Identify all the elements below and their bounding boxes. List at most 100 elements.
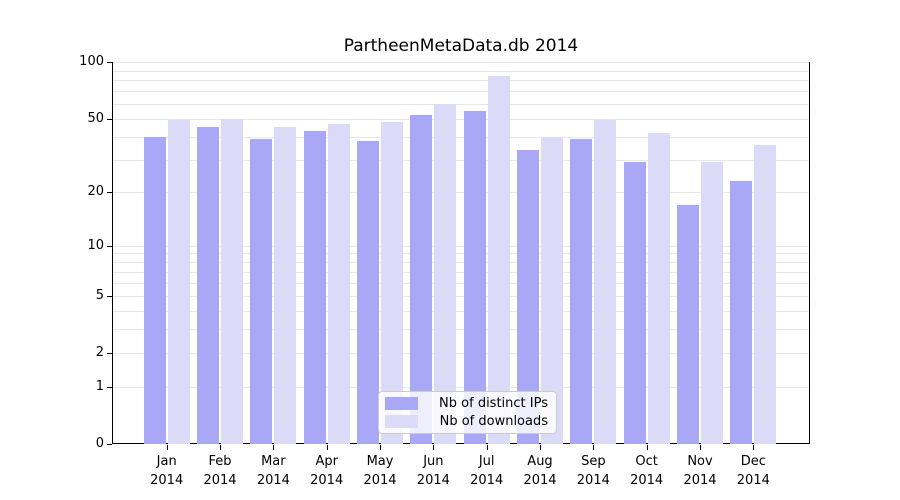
x-tick-label-mar: Mar 2014 bbox=[243, 452, 303, 490]
gridline-2 bbox=[113, 353, 809, 355]
year-label: 2014 bbox=[683, 473, 717, 488]
legend: Nb of distinct IPs Nb of downloads bbox=[378, 391, 557, 434]
bar-jul-nb-of-distinct-ips bbox=[463, 110, 486, 444]
month-label: Feb bbox=[208, 454, 232, 469]
chart-title: PartheenMetaData.db 2014 bbox=[343, 36, 579, 56]
bar-jul-nb-of-downloads bbox=[487, 76, 510, 444]
y-tick-label-100: 100 bbox=[79, 54, 104, 69]
bar-apr-nb-of-downloads bbox=[327, 123, 350, 444]
year-label: 2014 bbox=[363, 473, 397, 488]
gridline-90 bbox=[113, 70, 809, 72]
gridline-6 bbox=[113, 282, 809, 284]
bar-feb-nb-of-distinct-ips bbox=[197, 127, 220, 444]
year-label: 2014 bbox=[416, 473, 450, 488]
year-label: 2014 bbox=[470, 473, 504, 488]
x-tick-feb bbox=[220, 445, 222, 450]
gridline-70 bbox=[113, 91, 809, 93]
gridline-40 bbox=[113, 136, 809, 138]
month-label: Apr bbox=[315, 454, 338, 469]
bar-nov-nb-of-downloads bbox=[701, 162, 723, 444]
bar-sep-nb-of-distinct-ips bbox=[570, 138, 593, 444]
month-label: Jul bbox=[478, 454, 495, 469]
x-tick-label-jun: Jun 2014 bbox=[403, 452, 463, 490]
month-label: Mar bbox=[261, 454, 286, 469]
year-label: 2014 bbox=[150, 473, 184, 488]
year-label: 2014 bbox=[256, 473, 290, 488]
gridline-4 bbox=[113, 310, 809, 312]
y-tick-2 bbox=[107, 353, 112, 355]
bar-jan-nb-of-downloads bbox=[167, 120, 190, 444]
bar-oct-nb-of-distinct-ips bbox=[623, 162, 646, 444]
bar-aug-nb-of-downloads bbox=[541, 136, 563, 444]
x-tick-label-sep: Sep 2014 bbox=[563, 452, 623, 490]
month-label: Dec bbox=[740, 454, 766, 469]
x-tick-may bbox=[380, 445, 382, 450]
gridline-10 bbox=[113, 245, 809, 247]
x-tick-label-jul: Jul 2014 bbox=[457, 452, 517, 490]
y-tick-1 bbox=[107, 386, 112, 388]
bar-jun-nb-of-distinct-ips bbox=[410, 115, 433, 444]
year-label: 2014 bbox=[630, 473, 664, 488]
y-tick-20 bbox=[107, 192, 112, 193]
year-label: 2014 bbox=[310, 473, 344, 488]
y-tick-label-0: 0 bbox=[95, 436, 104, 451]
gridline-7 bbox=[113, 271, 809, 273]
x-tick-label-aug: Aug 2014 bbox=[510, 452, 570, 490]
x-tick-label-oct: Oct 2014 bbox=[617, 452, 677, 490]
month-label: May bbox=[366, 454, 394, 469]
x-tick-label-may: May 2014 bbox=[350, 452, 410, 490]
legend-swatch-downloads bbox=[385, 415, 418, 428]
month-label: Sep bbox=[581, 454, 606, 469]
month-label: Jan bbox=[156, 454, 177, 469]
bar-aug-nb-of-distinct-ips bbox=[517, 149, 539, 444]
month-label: Aug bbox=[527, 454, 553, 469]
year-label: 2014 bbox=[736, 473, 770, 488]
gridline-100 bbox=[113, 62, 809, 63]
x-tick-apr bbox=[326, 445, 328, 450]
legend-label-distinct-ips: Nb of distinct IPs bbox=[439, 395, 548, 411]
y-tick-5 bbox=[107, 295, 112, 297]
gridline-50 bbox=[113, 118, 809, 120]
y-tick-0 bbox=[107, 444, 112, 445]
bar-may-nb-of-distinct-ips bbox=[357, 140, 380, 444]
y-tick-50 bbox=[107, 118, 112, 120]
bar-dec-nb-of-downloads bbox=[754, 145, 777, 444]
bar-dec-nb-of-distinct-ips bbox=[730, 180, 753, 444]
year-label: 2014 bbox=[576, 473, 610, 488]
y-tick-10 bbox=[107, 245, 112, 247]
x-tick-jan bbox=[166, 445, 168, 450]
y-tick-label-1: 1 bbox=[95, 378, 104, 394]
year-label: 2014 bbox=[523, 473, 557, 488]
bar-jan-nb-of-distinct-ips bbox=[143, 136, 166, 444]
bar-jun-nb-of-downloads bbox=[434, 103, 457, 444]
x-tick-dec bbox=[753, 445, 755, 450]
bar-apr-nb-of-distinct-ips bbox=[303, 130, 326, 444]
y-tick-label-2: 2 bbox=[95, 345, 104, 361]
y-tick-100 bbox=[107, 62, 112, 63]
legend-row-distinct-ips: Nb of distinct IPs bbox=[385, 395, 548, 411]
gridline-30 bbox=[113, 159, 809, 161]
x-tick-sep bbox=[593, 445, 595, 450]
bar-may-nb-of-downloads bbox=[381, 121, 404, 444]
month-label: Jun bbox=[423, 454, 444, 469]
bar-feb-nb-of-downloads bbox=[221, 118, 244, 444]
gridline-3 bbox=[113, 329, 809, 331]
x-tick-aug bbox=[540, 445, 541, 450]
month-label: Nov bbox=[687, 454, 713, 469]
gridline-60 bbox=[113, 103, 809, 105]
x-tick-label-apr: Apr 2014 bbox=[297, 452, 357, 490]
bar-sep-nb-of-downloads bbox=[594, 120, 617, 444]
y-tick-label-5: 5 bbox=[95, 287, 104, 303]
x-tick-label-dec: Dec 2014 bbox=[723, 452, 783, 490]
gridline-20 bbox=[113, 192, 809, 193]
gridline-80 bbox=[113, 80, 809, 82]
y-tick-label-50: 50 bbox=[87, 110, 104, 126]
gridline-1 bbox=[113, 386, 809, 388]
gridline-5 bbox=[113, 295, 809, 297]
x-tick-oct bbox=[646, 445, 648, 450]
year-label: 2014 bbox=[203, 473, 237, 488]
bar-mar-nb-of-downloads bbox=[274, 127, 297, 444]
x-tick-jun bbox=[433, 445, 435, 450]
legend-row-downloads: Nb of downloads bbox=[385, 414, 548, 429]
x-tick-label-nov: Nov 2014 bbox=[670, 452, 730, 490]
